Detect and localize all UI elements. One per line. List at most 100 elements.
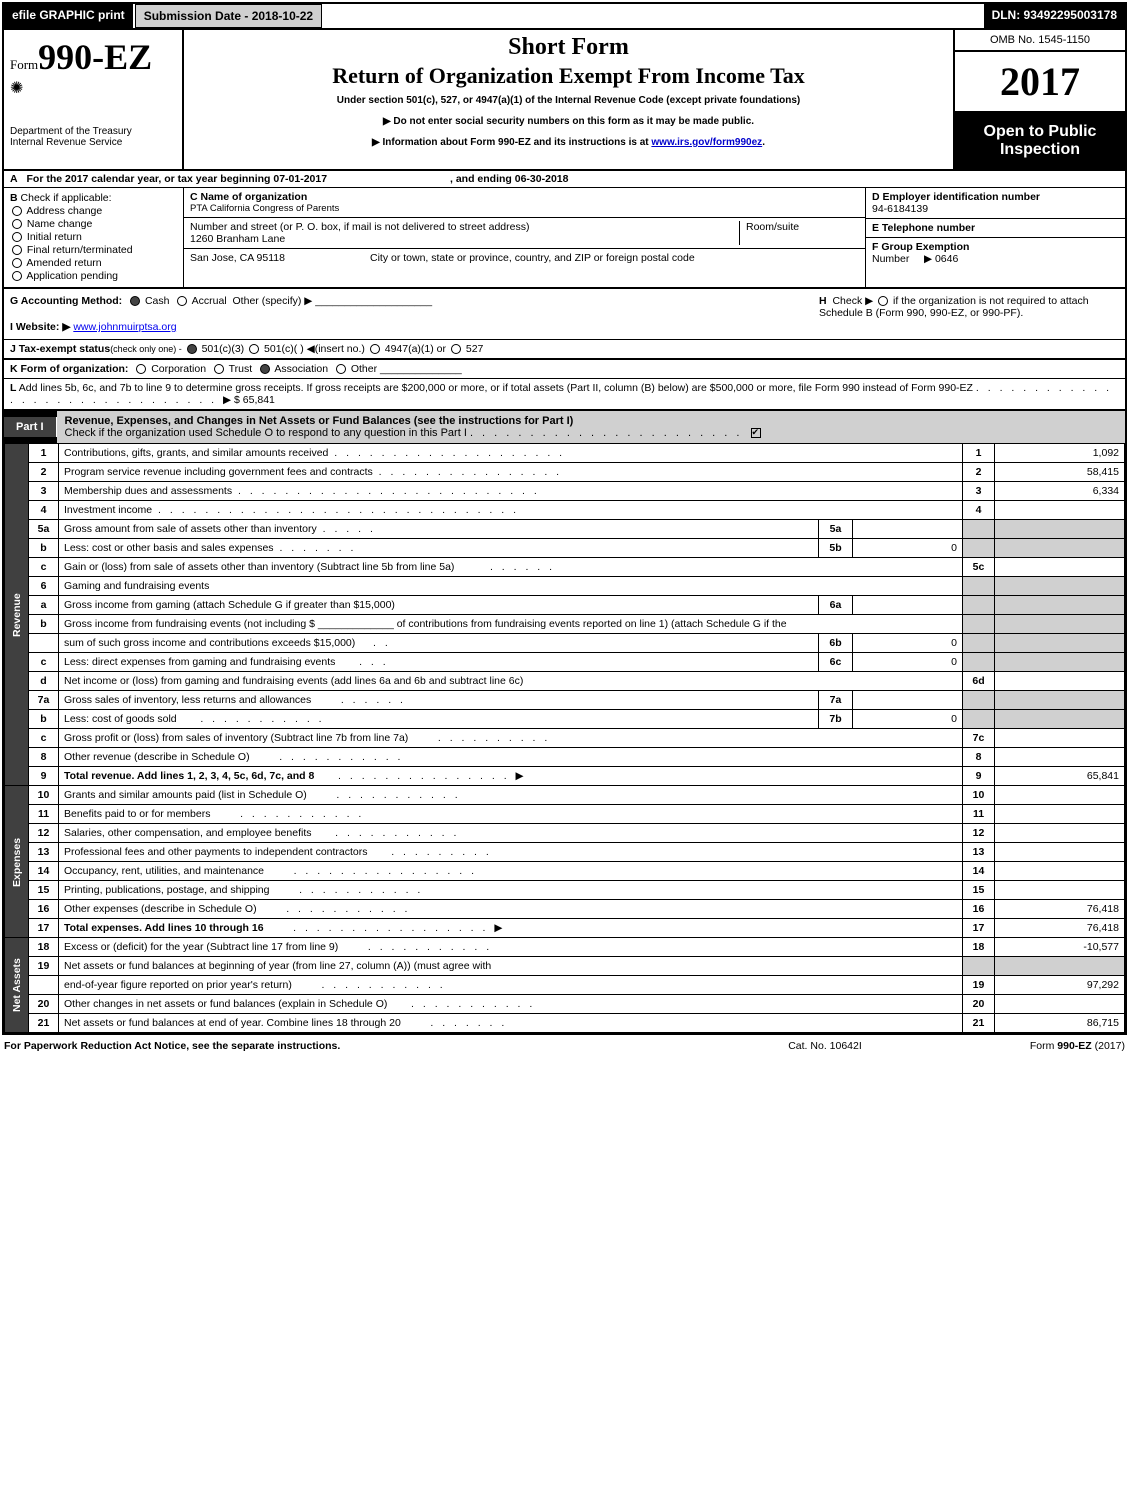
c-name-row: C Name of organization PTA California Co…	[184, 188, 865, 218]
chk-amended-return[interactable]: Amended return	[10, 257, 177, 269]
part-1-label: Part I	[4, 417, 57, 437]
radio-527[interactable]	[451, 344, 461, 354]
form-container: efile GRAPHIC print Submission Date - 20…	[2, 2, 1127, 1035]
row-g-left: G Accounting Method: Cash Accrual Other …	[10, 295, 819, 333]
line-k: K Form of organization: Corporation Trus…	[4, 358, 1125, 378]
chk-final-return[interactable]: Final return/terminated	[10, 244, 177, 256]
footer-right: Form 990-EZ (2017)	[925, 1040, 1125, 1052]
addr-value: 1260 Branham Lane	[190, 233, 739, 245]
topbar-spacer	[322, 4, 983, 28]
l-text: Add lines 5b, 6c, and 7b to line 9 to de…	[19, 382, 973, 394]
part1-table: Revenue 1 Contributions, gifts, grants, …	[4, 443, 1125, 1033]
d-row: D Employer identification number 94-6184…	[866, 188, 1125, 219]
f-row: F Group Exemption Number ▶ 0646	[866, 238, 1125, 268]
eagle-icon: ✺	[10, 78, 176, 98]
addr-label: Number and street (or P. O. box, if mail…	[190, 221, 739, 233]
instr-2: ▶ Information about Form 990-EZ and its …	[192, 137, 945, 148]
footer-mid: Cat. No. 10642I	[725, 1040, 925, 1052]
line-j: J Tax-exempt status(check only one) - 50…	[4, 339, 1125, 358]
radio-h[interactable]	[878, 296, 888, 306]
row-h: H Check ▶ if the organization is not req…	[819, 295, 1119, 333]
radio-trust[interactable]	[214, 364, 224, 374]
radio-4947[interactable]	[370, 344, 380, 354]
form-number: Form990-EZ	[10, 36, 176, 78]
b-check-label: Check if applicable:	[21, 192, 112, 204]
h-text1: Check ▶	[832, 295, 873, 307]
c-addr-row: Number and street (or P. O. box, if mail…	[184, 218, 865, 249]
radio-501c3[interactable]	[187, 344, 197, 354]
header-left: Form990-EZ ✺ Department of the Treasury …	[4, 30, 184, 169]
schedule-o-checkbox[interactable]	[751, 428, 761, 438]
l-label: L	[10, 382, 16, 394]
radio-accrual[interactable]	[177, 296, 187, 306]
l-amount: ▶ $ 65,841	[223, 394, 275, 406]
part-1-header: Part I Revenue, Expenses, and Changes in…	[4, 409, 1125, 443]
website-link[interactable]: www.johnmuirptsa.org	[73, 321, 176, 333]
line-l: L Add lines 5b, 6c, and 7b to line 9 to …	[4, 378, 1125, 409]
ein-value: 94-6184139	[872, 203, 928, 215]
expenses-section-label: Expenses	[5, 786, 29, 938]
radio-corporation[interactable]	[136, 364, 146, 374]
efile-print-button[interactable]: efile GRAPHIC print	[4, 4, 135, 28]
instr-2-pre: ▶ Information about Form 990-EZ and its …	[372, 137, 651, 148]
b-label: B	[10, 192, 18, 204]
form-number-text: 990-EZ	[38, 37, 152, 77]
page-footer: For Paperwork Reduction Act Notice, see …	[0, 1037, 1129, 1055]
netassets-section-label: Net Assets	[5, 938, 29, 1033]
org-name: PTA California Congress of Parents	[190, 203, 859, 214]
city-label: City or town, state or province, country…	[370, 252, 695, 264]
topbar: efile GRAPHIC print Submission Date - 20…	[4, 4, 1125, 28]
c-label: C Name of organization	[190, 191, 307, 203]
city-value: San Jose, CA 95118	[190, 252, 350, 264]
section-bcdef: B Check if applicable: Address change Na…	[4, 187, 1125, 287]
room-suite: Room/suite	[739, 221, 859, 245]
part-1-title: Revenue, Expenses, and Changes in Net As…	[57, 411, 1125, 443]
chk-address-change[interactable]: Address change	[10, 205, 177, 217]
open-line2: Inspection	[959, 141, 1121, 159]
chk-initial-return[interactable]: Initial return	[10, 231, 177, 243]
dept-irs: Internal Revenue Service	[10, 137, 176, 148]
f-label2: Number	[872, 253, 909, 265]
f-value: ▶ 0646	[924, 253, 958, 265]
form-prefix: Form	[10, 57, 38, 72]
e-row: E Telephone number	[866, 219, 1125, 238]
col-def: D Employer identification number 94-6184…	[865, 188, 1125, 287]
submission-date: Submission Date - 2018-10-22	[135, 4, 322, 28]
dln-label: DLN: 93492295003178	[984, 4, 1125, 28]
radio-501c[interactable]	[249, 344, 259, 354]
instructions-link[interactable]: www.irs.gov/form990ez	[651, 137, 762, 148]
g-label: G Accounting Method:	[10, 295, 122, 307]
dept-treasury: Department of the Treasury	[10, 126, 176, 137]
open-line1: Open to Public	[959, 123, 1121, 141]
c-city-row: San Jose, CA 95118 City or town, state o…	[184, 249, 865, 267]
open-to-public: Open to Public Inspection	[955, 113, 1125, 169]
col-c: C Name of organization PTA California Co…	[184, 188, 865, 287]
line-a-label: A	[10, 173, 18, 185]
radio-association[interactable]	[260, 364, 270, 374]
e-label: E Telephone number	[872, 222, 975, 234]
row-ghi: G Accounting Method: Cash Accrual Other …	[4, 287, 1125, 339]
header-mid: Short Form Return of Organization Exempt…	[184, 30, 955, 169]
header: Form990-EZ ✺ Department of the Treasury …	[4, 28, 1125, 169]
chk-name-change[interactable]: Name change	[10, 218, 177, 230]
chk-application-pending[interactable]: Application pending	[10, 270, 177, 282]
footer-left: For Paperwork Reduction Act Notice, see …	[4, 1040, 725, 1052]
k-label: K Form of organization:	[10, 363, 128, 375]
col-b: B Check if applicable: Address change Na…	[4, 188, 184, 287]
radio-cash[interactable]	[130, 296, 140, 306]
radio-other[interactable]	[336, 364, 346, 374]
subtitle: Under section 501(c), 527, or 4947(a)(1)…	[192, 95, 945, 106]
line-a-text2: , and ending 06-30-2018	[450, 173, 568, 185]
line-a: A For the 2017 calendar year, or tax yea…	[4, 169, 1125, 187]
f-label: F Group Exemption	[872, 241, 969, 253]
i-label: I Website: ▶	[10, 321, 70, 333]
title-short-form: Short Form	[192, 34, 945, 61]
d-label: D Employer identification number	[872, 191, 1040, 203]
line-a-text1: For the 2017 calendar year, or tax year …	[27, 173, 328, 185]
j-label: J Tax-exempt status	[10, 343, 110, 355]
title-return: Return of Organization Exempt From Incom…	[192, 63, 945, 89]
header-right: OMB No. 1545-1150 2017 Open to Public In…	[955, 30, 1125, 169]
instr-2-post: .	[762, 137, 765, 148]
omb-number: OMB No. 1545-1150	[955, 30, 1125, 52]
revenue-section-label: Revenue	[5, 444, 29, 786]
